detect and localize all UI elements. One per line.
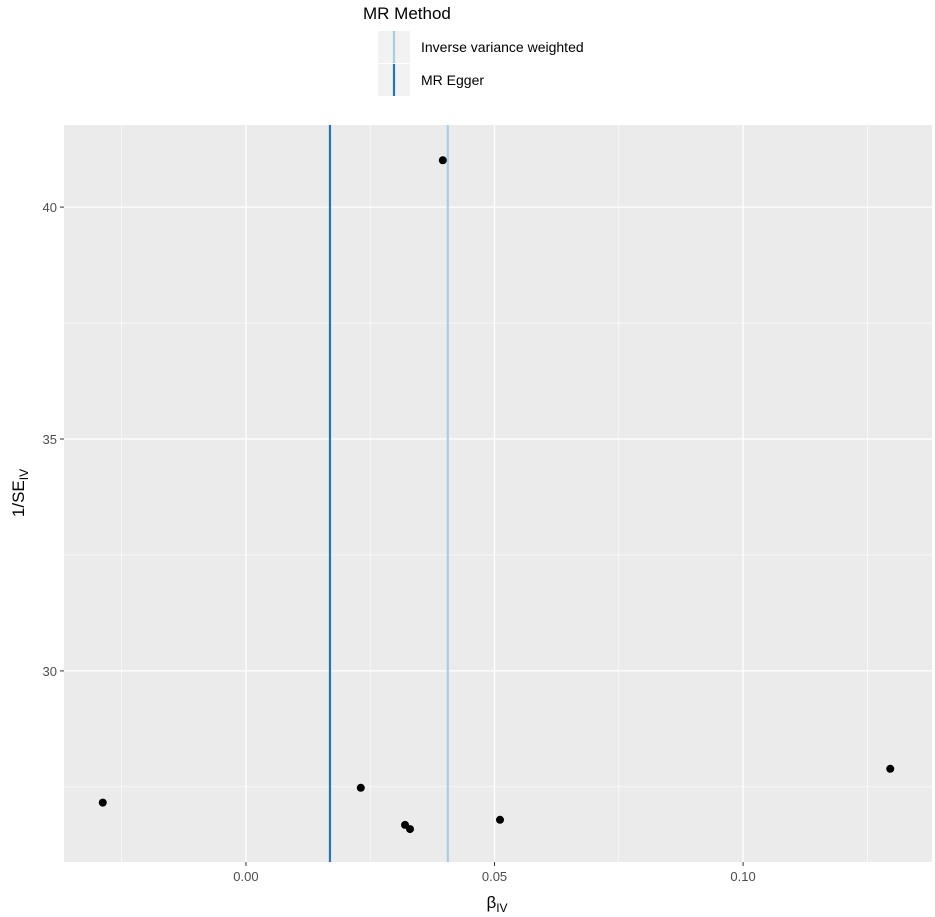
- point: [98, 798, 107, 807]
- point: [406, 825, 415, 834]
- x-tick-label: 0.05: [482, 869, 507, 884]
- point: [886, 764, 895, 773]
- x-axis-label: βIV: [486, 893, 507, 915]
- panel: [64, 125, 932, 862]
- plot-area: [64, 125, 932, 862]
- point: [356, 783, 365, 792]
- x-tick-label: 0.00: [233, 869, 258, 884]
- y-tick-label: 35: [43, 432, 57, 447]
- x-label-main: β: [486, 893, 496, 912]
- point: [495, 815, 504, 824]
- y-label-sub: IV: [17, 469, 31, 480]
- point: [438, 156, 447, 165]
- x-label-sub: IV: [496, 901, 507, 915]
- legend-title: MR Method: [363, 4, 451, 23]
- y-tick-label: 30: [43, 664, 57, 679]
- legend-label: Inverse variance weighted: [421, 39, 584, 55]
- x-tick-label: 0.10: [730, 869, 755, 884]
- legend-label: MR Egger: [421, 72, 484, 88]
- y-tick-label: 40: [43, 200, 57, 215]
- y-label-main: 1/SE: [9, 480, 28, 517]
- y-axis-label: 1/SEIV: [9, 469, 31, 517]
